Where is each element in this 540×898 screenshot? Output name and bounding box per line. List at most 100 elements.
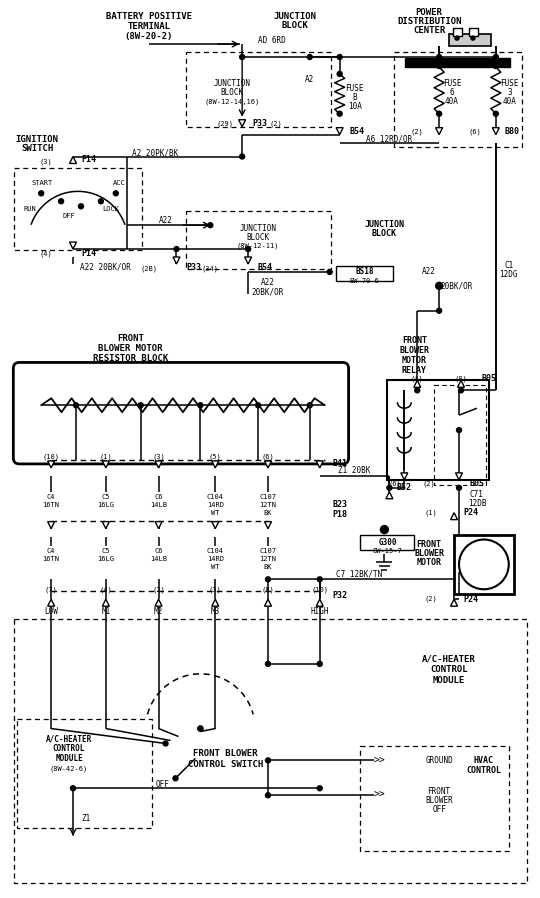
Text: BLOCK: BLOCK <box>372 229 397 238</box>
Polygon shape <box>155 599 162 606</box>
Text: IGNITION: IGNITION <box>16 135 59 144</box>
Text: (6): (6) <box>389 480 402 487</box>
Text: C7 12BK/TN: C7 12BK/TN <box>336 570 383 579</box>
Circle shape <box>59 198 64 204</box>
Polygon shape <box>336 128 343 135</box>
Text: (2): (2) <box>152 586 165 593</box>
Text: ACC: ACC <box>113 180 126 187</box>
Circle shape <box>173 776 178 780</box>
Text: 12DG: 12DG <box>500 270 518 279</box>
Text: DISTRIBUTION: DISTRIBUTION <box>397 17 461 26</box>
Text: P24: P24 <box>463 508 478 517</box>
Circle shape <box>198 402 203 408</box>
Circle shape <box>437 111 442 116</box>
Text: FRONT BLOWER: FRONT BLOWER <box>193 749 258 758</box>
Text: P24: P24 <box>463 594 478 603</box>
Polygon shape <box>316 461 323 468</box>
Circle shape <box>266 758 271 763</box>
Text: C6: C6 <box>154 549 163 554</box>
Text: (1): (1) <box>99 453 112 460</box>
Circle shape <box>380 525 388 533</box>
Text: Z1 20BK: Z1 20BK <box>339 466 371 475</box>
Text: A22 20BK/OR: A22 20BK/OR <box>80 262 131 271</box>
Circle shape <box>436 282 443 289</box>
Text: (4): (4) <box>99 586 112 593</box>
Polygon shape <box>103 522 109 529</box>
Polygon shape <box>155 461 162 468</box>
Text: 40A: 40A <box>445 97 459 106</box>
Text: P33: P33 <box>253 119 267 128</box>
Text: 12TN: 12TN <box>260 557 276 562</box>
Text: (8): (8) <box>455 375 468 382</box>
Polygon shape <box>316 599 323 606</box>
Text: 14RD: 14RD <box>207 502 224 507</box>
Bar <box>186 52 330 127</box>
Circle shape <box>307 402 312 408</box>
Circle shape <box>255 402 260 408</box>
Text: MODULE: MODULE <box>55 754 83 763</box>
Text: RELAY: RELAY <box>402 365 427 374</box>
Text: POWER: POWER <box>416 8 443 17</box>
Text: C107: C107 <box>260 494 276 500</box>
Text: (10): (10) <box>43 453 59 460</box>
Text: B41: B41 <box>332 460 347 469</box>
Text: 8W-15-7: 8W-15-7 <box>373 549 402 554</box>
Text: FRONT: FRONT <box>117 334 144 343</box>
Text: JUNCTION: JUNCTION <box>214 79 251 88</box>
Circle shape <box>71 786 76 791</box>
Text: (2): (2) <box>269 120 282 127</box>
Circle shape <box>266 793 271 797</box>
Circle shape <box>246 247 251 251</box>
Text: C4: C4 <box>47 549 56 554</box>
Text: FUSE: FUSE <box>443 79 461 88</box>
Circle shape <box>318 662 322 666</box>
Text: B05: B05 <box>481 374 496 383</box>
Text: C104: C104 <box>207 494 224 500</box>
Circle shape <box>163 741 168 746</box>
Bar <box>17 718 152 828</box>
Circle shape <box>387 485 392 490</box>
Polygon shape <box>450 599 457 606</box>
Text: (2B): (2B) <box>140 266 157 272</box>
Text: A6 12RD/OR: A6 12RD/OR <box>366 134 413 143</box>
Polygon shape <box>212 461 219 468</box>
Circle shape <box>266 662 271 666</box>
Circle shape <box>113 191 118 196</box>
Text: JUNCTION: JUNCTION <box>240 224 276 233</box>
Polygon shape <box>414 381 421 387</box>
Circle shape <box>39 191 44 196</box>
Circle shape <box>307 55 312 59</box>
Text: (8W-12-14,16): (8W-12-14,16) <box>205 99 260 105</box>
Text: FRONT: FRONT <box>428 787 451 796</box>
Text: 14LB: 14LB <box>150 557 167 562</box>
Bar <box>449 34 491 46</box>
Text: A22: A22 <box>422 268 436 277</box>
Text: A/C-HEATER: A/C-HEATER <box>422 655 476 664</box>
Text: (10): (10) <box>311 586 328 593</box>
Polygon shape <box>173 257 180 264</box>
Text: B: B <box>352 93 357 102</box>
Circle shape <box>415 388 420 392</box>
Text: M3: M3 <box>211 607 220 616</box>
Bar <box>360 746 509 851</box>
Text: P14: P14 <box>82 155 97 164</box>
Text: A22: A22 <box>159 216 172 224</box>
Text: BK: BK <box>264 564 272 570</box>
Text: CONTROL: CONTROL <box>430 665 468 674</box>
Text: B54: B54 <box>258 263 273 272</box>
Text: A22: A22 <box>261 278 275 287</box>
Bar <box>394 52 522 146</box>
Bar <box>453 28 462 36</box>
Text: CONTROL SWITCH: CONTROL SWITCH <box>187 760 263 769</box>
Text: BLOCK: BLOCK <box>281 21 308 30</box>
Text: MOTOR: MOTOR <box>417 558 442 567</box>
Text: (2): (2) <box>423 480 436 487</box>
Text: RESISTOR BLOCK: RESISTOR BLOCK <box>93 354 168 363</box>
Circle shape <box>458 388 463 392</box>
Text: BLOWER MOTOR: BLOWER MOTOR <box>98 344 163 353</box>
Circle shape <box>78 204 84 208</box>
Text: BATTERY POSITIVE: BATTERY POSITIVE <box>106 12 192 21</box>
Polygon shape <box>265 461 272 468</box>
Polygon shape <box>239 119 246 127</box>
Text: 16LG: 16LG <box>97 557 114 562</box>
